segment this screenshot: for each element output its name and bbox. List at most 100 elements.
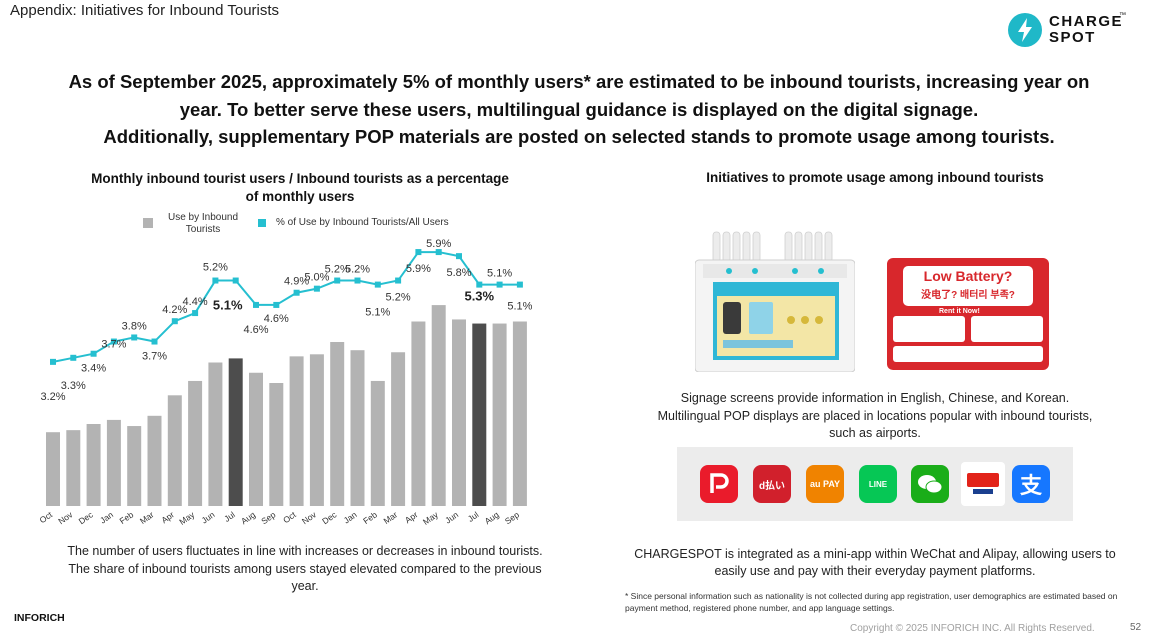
chart-bar (391, 352, 406, 506)
chart-tick-label: Sep (503, 509, 521, 526)
chart-title: Monthly inbound tourist users / Inbound … (91, 171, 509, 204)
chart-data-label: 3.7% (101, 339, 126, 351)
chart-bar (228, 358, 243, 506)
chart-tick-label: Aug (483, 509, 501, 526)
chart-data-label: 3.8% (122, 320, 147, 332)
chart-tick-label: Jan (342, 509, 359, 525)
pop-step-panel-1 (893, 316, 965, 342)
paypay-icon (700, 465, 738, 503)
chart-bar (208, 362, 223, 506)
inbound-users-chart: 3.2%3.3% 3.4% 3.7% 3.8% 3.7% 4.2%4.4% 5.2% 5.1%… (38, 238, 533, 527)
chart-tick-label: Jun (443, 509, 460, 525)
chart-bar (66, 430, 81, 506)
chart-point (171, 318, 178, 325)
chart-data-label: 5.1% (213, 298, 243, 313)
chart-tick-label: Oct (281, 509, 298, 525)
chart-data-label: 5.1% (365, 307, 390, 319)
chart-point (253, 301, 259, 308)
chart-bar (269, 383, 284, 506)
chart-tick-label: May (177, 509, 197, 527)
alipay-icon: 支 (1012, 465, 1050, 503)
chart-point (435, 249, 442, 256)
payment-cards-strip (893, 346, 1043, 362)
chart-point (232, 277, 239, 284)
chart-data-label: 4.2% (162, 304, 187, 316)
chart-bar (289, 356, 304, 506)
chart-bar (411, 321, 426, 506)
chart-point (70, 354, 77, 361)
chart-data-label: 5.9% (406, 263, 431, 275)
chart-point (476, 281, 483, 288)
chart-tick-label: Mar (382, 509, 400, 526)
chart-data-label: 5.9% (426, 238, 451, 250)
chart-bar (472, 323, 487, 506)
pop-step-panel-2 (971, 316, 1043, 342)
appendix-title: Appendix: Initiatives for Inbound Touris… (10, 2, 280, 19)
chart-point (273, 301, 280, 308)
chart-bar (330, 342, 345, 506)
line-pay-icon: LINE (859, 465, 897, 503)
chart-tick-label: Mar (138, 509, 156, 526)
chart-tick-label: Nov (300, 509, 319, 526)
chart-data-label: 5.0% (304, 272, 329, 284)
d-barai-icon: d払い (753, 465, 791, 503)
chart-tick-label: Feb (361, 509, 379, 526)
signage-kiosk-image (695, 231, 855, 372)
chart-data-label: 5.2% (386, 292, 411, 304)
chart-data-label: 3.4% (81, 363, 106, 375)
chart-point (50, 358, 56, 365)
chart-point (212, 277, 219, 284)
chart-point (110, 338, 117, 345)
headline-line-1: As of September 2025, approximately 5% o… (68, 71, 1090, 92)
chart-tick-label: Nov (56, 509, 75, 526)
legend-bar-label: Use by Inbound Tourists (167, 212, 239, 235)
wechat-pay-icon (911, 465, 949, 503)
chart-bar (492, 323, 507, 506)
chart-tick-label: Sep (259, 509, 277, 526)
chart-point (192, 310, 199, 317)
chart-bar (512, 321, 527, 506)
chart-tick-label: Jan (98, 509, 115, 525)
chart-bar (106, 419, 121, 506)
chart-data-label: 4.6% (264, 313, 289, 325)
chart-bar (167, 395, 182, 506)
chart-point (354, 277, 361, 284)
legend-bar-swatch (143, 218, 153, 228)
chart-point (374, 281, 381, 288)
legend-line-swatch (258, 219, 266, 227)
legend-line-label: % of Use by Inbound Tourists/All Users (276, 217, 449, 228)
chart-data-label: 5.2% (325, 264, 350, 276)
pop-title: Low Battery? (923, 268, 1013, 284)
chart-data-label: 4.9% (284, 276, 309, 288)
logo-line2: SPOT (1049, 29, 1096, 46)
chart-tick-label: Jul (466, 509, 481, 523)
company-name: INFORICH (14, 612, 65, 624)
chart-bar (431, 305, 446, 506)
low-battery-pop-image: Low Battery? 没电了? 배터리 부족? Rent it Now! (887, 258, 1049, 370)
chart-data-label: 5.1% (487, 268, 512, 280)
chart-tick-label: Oct (38, 509, 55, 525)
chart-tick-label: Apr (159, 509, 176, 525)
footnote: * Since personal information such as nat… (625, 591, 1118, 613)
chart-bar (147, 415, 162, 506)
chart-point (456, 253, 462, 260)
initiatives-title: Initiatives to promote usage among inbou… (706, 170, 1044, 185)
chargespot-logo: CHARGE SPOT ™ (1007, 12, 1127, 48)
chart-data-label: 5.3% (464, 289, 494, 304)
chart-caption: The number of users fluctuates in line w… (67, 544, 543, 593)
chart-point (313, 285, 320, 292)
chart-bar (249, 372, 263, 506)
logo-trademark: ™ (1119, 12, 1126, 19)
chart-tick-label: Apr (403, 509, 420, 525)
chart-data-label: 3.3% (61, 380, 86, 392)
headline-line-2: year. To better serve these users, multi… (179, 98, 979, 120)
chart-point (334, 277, 341, 284)
copyright: Copyright © 2025 INFORICH INC. All Right… (850, 623, 1095, 634)
chart-data-label: 5.2% (345, 264, 370, 276)
signage-caption: Signage screens provide information in E… (645, 390, 1105, 443)
chart-point (293, 289, 300, 296)
headline: As of September 2025, approximately 5% o… (0, 68, 1158, 151)
chart-data-label: 5.1% (507, 301, 532, 313)
chart-tick-label: Aug (239, 509, 257, 526)
chart-tick-label: Jul (222, 509, 237, 523)
